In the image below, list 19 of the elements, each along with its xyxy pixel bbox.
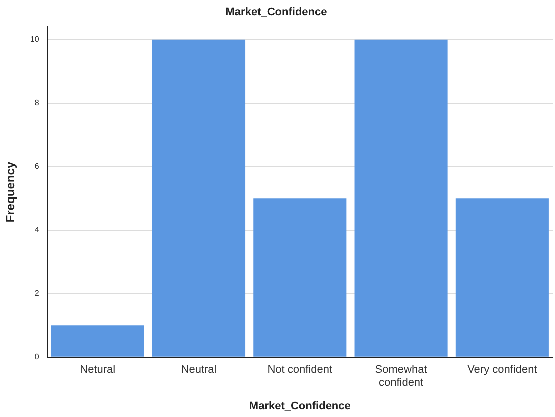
y-axis-title: Frequency (4, 162, 18, 223)
y-tick-label: 6 (34, 162, 40, 172)
bar (254, 198, 347, 357)
x-tick-label: Very confident (468, 364, 538, 376)
y-tick-label: 10 (30, 35, 40, 44)
y-tick-label: 4 (34, 226, 40, 235)
bar (152, 40, 246, 357)
x-axis-title: Market_Confidence (249, 400, 351, 412)
x-tick-label: Not confident (268, 364, 333, 376)
y-tick-label: 8 (34, 98, 40, 108)
bar (354, 40, 448, 357)
y-tick-label: 2 (34, 289, 40, 298)
bar (51, 326, 144, 357)
x-tick-label: Somewhat confident (375, 364, 428, 390)
bar (456, 198, 549, 357)
x-tick-label: Neutral (181, 364, 217, 376)
y-tick-label: 0 (34, 352, 40, 362)
chart-title: Market_Confidence (226, 6, 328, 19)
x-tick-label: Netural (80, 364, 116, 376)
